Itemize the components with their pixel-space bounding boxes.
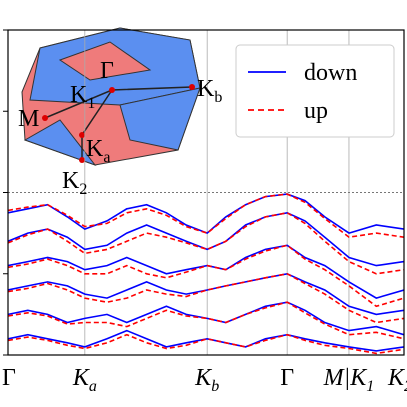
inset-label: Ka [86, 136, 110, 166]
inset-label-main: K [70, 82, 88, 108]
band-line [8, 333, 404, 355]
brillouin-zone [21, 27, 201, 167]
legend-label: down [304, 60, 357, 86]
x-tick-label-main: K [387, 365, 406, 391]
band-line [8, 329, 404, 352]
x-tick-label: Γ [2, 365, 16, 391]
x-tick-label-main: K [194, 365, 213, 391]
band-line [8, 244, 404, 299]
x-tick-label: Kb [194, 365, 219, 395]
inset-label: M [18, 106, 39, 132]
band-line [8, 211, 404, 275]
band-line [8, 272, 404, 324]
x-tick-label-main: M|K [323, 365, 369, 391]
band-line [8, 301, 404, 340]
points [42, 84, 195, 163]
inset-label: K2 [62, 168, 87, 198]
x-tick-label-main: Γ [2, 365, 16, 391]
x-tick-label-main: Γ [280, 365, 294, 391]
inset-label-main: K [197, 76, 215, 102]
x-tick-label: Γ [280, 365, 294, 391]
x-tick-label-sub: a [89, 378, 97, 395]
band-line [8, 272, 404, 316]
band-line [8, 193, 404, 239]
x-tick-label: K2 [387, 365, 407, 395]
plot-frame [7, 29, 405, 356]
inset-label-sub: 1 [87, 95, 95, 112]
inset-label-sub: 2 [79, 181, 87, 198]
x-tick-label-main: K [72, 365, 91, 391]
band-line [8, 244, 404, 308]
legend-box [235, 44, 395, 138]
x-tick-label: Ka [72, 365, 97, 395]
inset-label: Kb [197, 76, 222, 106]
inset-label: K1 [70, 82, 95, 112]
inset-label-main: K [62, 168, 80, 194]
x-tick-label-sub: 1 [366, 378, 374, 395]
legend-label: up [304, 98, 328, 124]
inset-label-sub: b [214, 89, 222, 106]
inset-label-main: M [18, 106, 39, 132]
inset-label-main: K [86, 136, 104, 162]
zone-patch [23, 119, 97, 167]
inset-label: Γ [100, 58, 114, 84]
x-tick-label-sub: 2 [404, 378, 407, 395]
inset-label-main: Γ [100, 58, 114, 84]
x-tick-label: M|K1 [323, 365, 375, 395]
zone-patch [119, 87, 201, 151]
zone-patch [58, 41, 152, 81]
inset-label-sub: a [103, 149, 110, 166]
band-line [8, 193, 404, 235]
x-tick-label-sub: b [211, 378, 219, 395]
